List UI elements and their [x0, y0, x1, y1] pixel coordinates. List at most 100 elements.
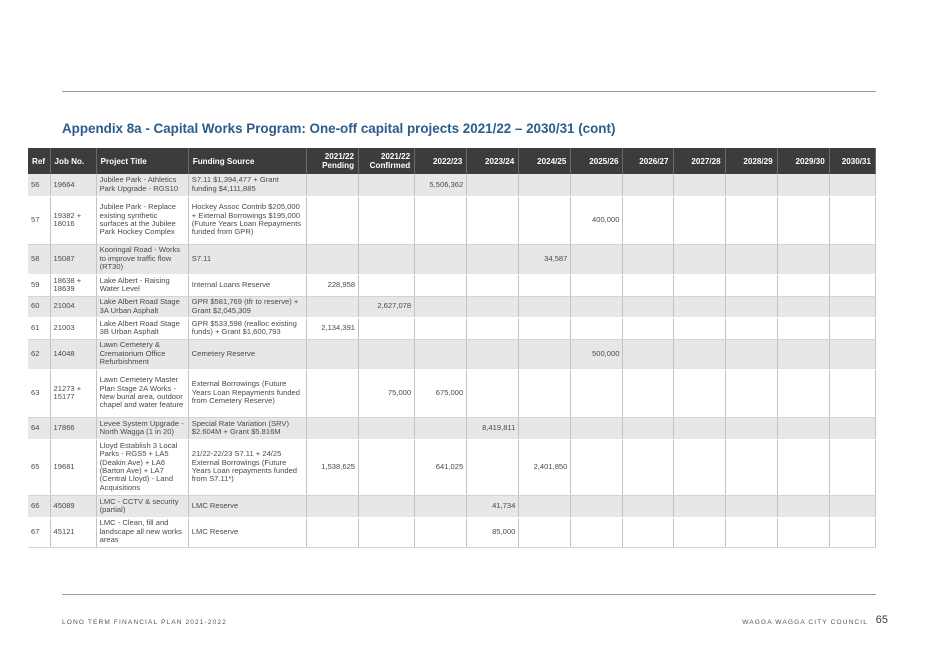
cell-empty: [777, 339, 830, 370]
cell-job: 19664: [50, 174, 97, 197]
col-pending-year: 2021/22: [324, 152, 355, 161]
cell-2022-23: 641,025: [414, 439, 468, 496]
cell-2024-25: [518, 495, 572, 518]
cell-empty: [829, 244, 877, 275]
cell-empty: [622, 196, 674, 245]
cell-empty: [673, 339, 726, 370]
cell-confirmed: [358, 274, 416, 297]
col-2027-28-header: 2027/28: [673, 148, 726, 174]
cell-job: 17866: [50, 417, 97, 440]
cell-confirmed: [358, 196, 416, 245]
cell-2023-24: [466, 339, 520, 370]
cell-pending: [306, 517, 360, 548]
cell-2022-23: [414, 517, 468, 548]
cell-job: 45089: [50, 495, 97, 518]
cell-ref: 57: [28, 196, 51, 245]
cell-confirmed: 2,627,078: [358, 296, 416, 318]
cell-empty: [725, 196, 778, 245]
cell-2024-25: [518, 339, 572, 370]
cell-empty: [777, 517, 830, 548]
cell-empty: [673, 196, 726, 245]
cell-job: 21273 + 15177: [50, 369, 97, 418]
cell-project: Jubilee Park - Replace existing syntheti…: [96, 196, 189, 245]
cell-2025-26: [570, 244, 624, 275]
col-project-header: Project Title: [96, 148, 189, 174]
cell-ref: 65: [28, 439, 51, 496]
cell-empty: [622, 174, 674, 197]
cell-confirmed: [358, 317, 416, 340]
cell-empty: [777, 439, 830, 496]
cell-ref: 61: [28, 317, 51, 340]
cell-job: 19681: [50, 439, 97, 496]
page-title: Appendix 8a - Capital Works Program: One…: [62, 121, 616, 136]
cell-funding: External Borrowings (Future Years Loan R…: [188, 369, 307, 418]
cell-2022-23: [414, 274, 468, 297]
cell-2024-25: [518, 317, 572, 340]
cell-2022-23: [414, 317, 468, 340]
cell-empty: [622, 339, 674, 370]
cell-2024-25: 34,587: [518, 244, 572, 275]
cell-2024-25: [518, 174, 572, 197]
cell-2023-24: [466, 244, 520, 275]
cell-2023-24: [466, 174, 520, 197]
cell-2022-23: [414, 495, 468, 518]
col-confirmed-year: 2021/22: [380, 152, 411, 161]
col-pending-header: 2021/22 Pending: [306, 148, 360, 174]
cell-2023-24: 41,734: [466, 495, 520, 518]
cell-empty: [777, 495, 830, 518]
cell-2024-25: [518, 417, 572, 440]
cell-empty: [622, 274, 674, 297]
cell-2024-25: [518, 274, 572, 297]
table-row: 58 15087 Kooringal Road - Works to impro…: [28, 244, 877, 275]
cell-2022-23: 675,000: [414, 369, 468, 418]
cell-empty: [829, 339, 877, 370]
cell-empty: [622, 296, 674, 318]
col-2022-23-header: 2022/23: [414, 148, 468, 174]
cell-confirmed: 75,000: [358, 369, 416, 418]
cell-2022-23: [414, 339, 468, 370]
cell-ref: 59: [28, 274, 51, 297]
cell-2023-24: 85,000: [466, 517, 520, 548]
cell-empty: [622, 417, 674, 440]
col-job-header: Job No.: [50, 148, 97, 174]
cell-2023-24: [466, 439, 520, 496]
cell-pending: 2,134,391: [306, 317, 360, 340]
cell-job: 21004: [50, 296, 97, 318]
cell-funding: Internal Loans Reserve: [188, 274, 307, 297]
cell-job: 21003: [50, 317, 97, 340]
top-divider: [62, 91, 876, 92]
cell-2025-26: [570, 417, 624, 440]
cell-empty: [673, 517, 726, 548]
cell-funding: Special Rate Variation (SRV) $2.604M + G…: [188, 417, 307, 440]
cell-2025-26: [570, 517, 624, 548]
cell-pending: [306, 296, 360, 318]
cell-empty: [777, 196, 830, 245]
cell-empty: [777, 369, 830, 418]
cell-empty: [829, 495, 877, 518]
col-2023-24-header: 2023/24: [466, 148, 520, 174]
cell-empty: [725, 369, 778, 418]
cell-2025-26: [570, 274, 624, 297]
footer-document-title: LONG TERM FINANCIAL PLAN 2021-2022: [62, 619, 227, 626]
cell-empty: [673, 274, 726, 297]
cell-empty: [673, 244, 726, 275]
col-ref-header: Ref: [28, 148, 51, 174]
cell-ref: 63: [28, 369, 51, 418]
cell-job: 19382 + 18016: [50, 196, 97, 245]
table-row: 61 21003 Lake Albert Road Stage 3B Urban…: [28, 317, 877, 340]
cell-confirmed: [358, 174, 416, 197]
table-row: 63 21273 + 15177 Lawn Cemetery Master Pl…: [28, 369, 877, 418]
col-2030-31-header: 2030/31: [829, 148, 877, 174]
cell-funding: Hockey Assoc Contrib $205,000 + External…: [188, 196, 307, 245]
cell-confirmed: [358, 339, 416, 370]
cell-empty: [622, 317, 674, 340]
cell-pending: 1,538,625: [306, 439, 360, 496]
cell-ref: 67: [28, 517, 51, 548]
cell-empty: [673, 417, 726, 440]
cell-empty: [777, 317, 830, 340]
cell-2022-23: [414, 417, 468, 440]
cell-empty: [725, 174, 778, 197]
cell-empty: [622, 517, 674, 548]
cell-empty: [725, 439, 778, 496]
cell-2025-26: 400,000: [570, 196, 624, 245]
